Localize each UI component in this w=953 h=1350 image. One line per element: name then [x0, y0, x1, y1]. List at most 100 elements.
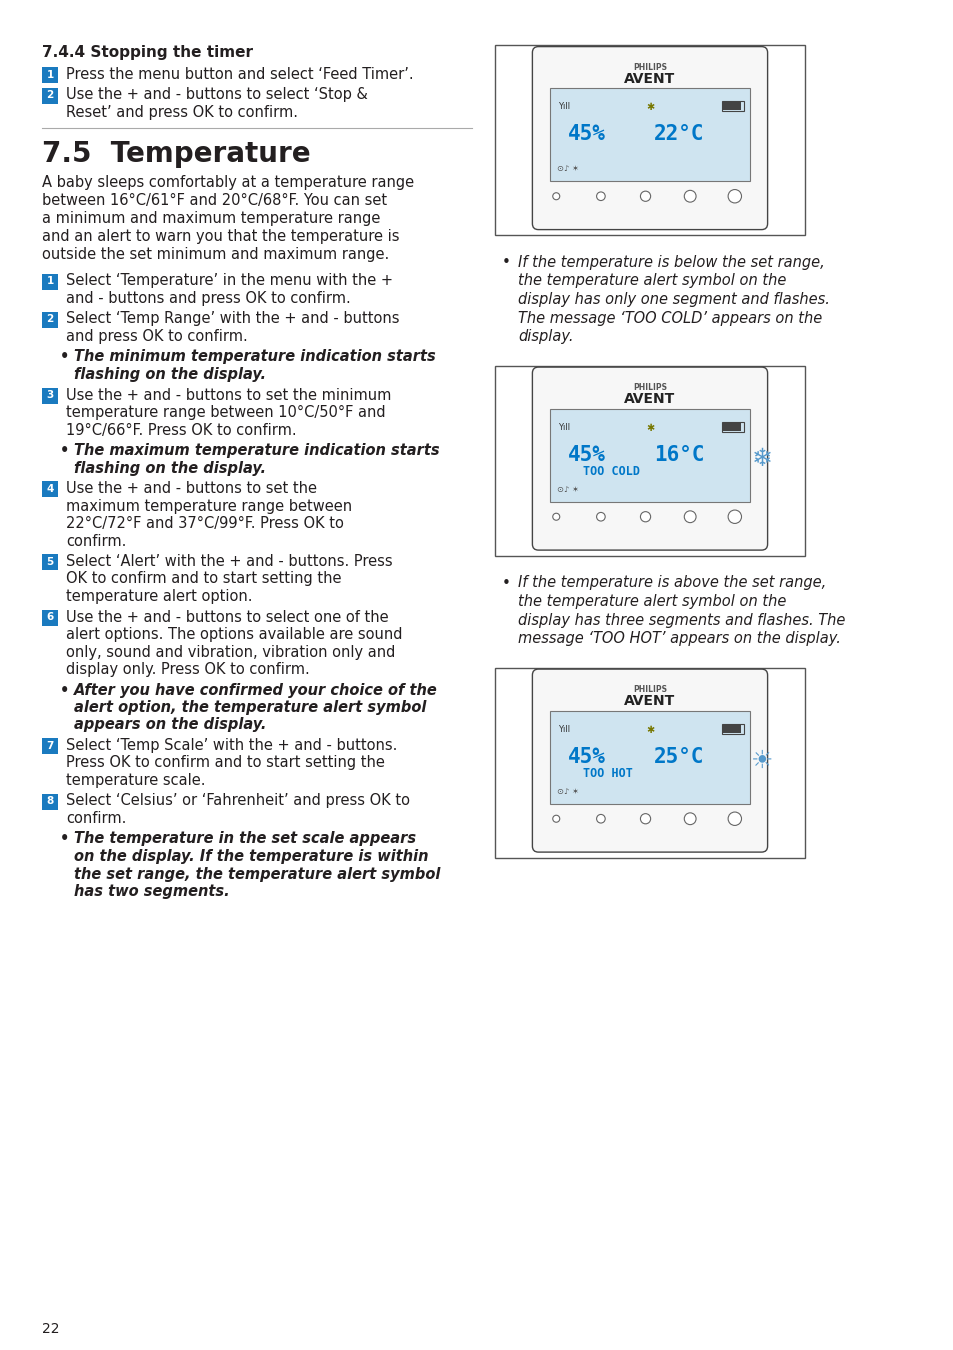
- Text: The temperature in the set scale appears: The temperature in the set scale appears: [74, 832, 416, 846]
- Text: ⊙♪ ✶: ⊙♪ ✶: [557, 787, 578, 796]
- Text: flashing on the display.: flashing on the display.: [74, 460, 266, 475]
- FancyBboxPatch shape: [549, 710, 749, 803]
- Text: between 16°C/61°F and 20°C/68°F. You can set: between 16°C/61°F and 20°C/68°F. You can…: [42, 193, 387, 208]
- Text: Use the + and - buttons to set the: Use the + and - buttons to set the: [66, 481, 316, 495]
- Text: •: •: [501, 255, 511, 270]
- Text: alert option, the temperature alert symbol: alert option, the temperature alert symb…: [74, 701, 426, 716]
- Text: outside the set minimum and maximum range.: outside the set minimum and maximum rang…: [42, 247, 389, 262]
- Bar: [42, 794, 58, 810]
- Text: 3: 3: [47, 390, 53, 401]
- Text: display has only one segment and flashes.: display has only one segment and flashes…: [517, 292, 829, 306]
- Text: 1: 1: [47, 70, 53, 80]
- Text: After you have confirmed your choice of the: After you have confirmed your choice of …: [74, 683, 437, 698]
- Text: display has three segments and flashes. The: display has three segments and flashes. …: [517, 613, 844, 628]
- Bar: [42, 481, 58, 497]
- Text: •: •: [60, 443, 70, 458]
- Text: •: •: [60, 683, 70, 698]
- Text: If the temperature is below the set range,: If the temperature is below the set rang…: [517, 255, 824, 270]
- Circle shape: [552, 193, 559, 200]
- Text: appears on the display.: appears on the display.: [74, 717, 266, 733]
- Text: TOO HOT: TOO HOT: [582, 767, 633, 779]
- Text: display only. Press OK to confirm.: display only. Press OK to confirm.: [66, 662, 310, 676]
- Text: PHILIPS: PHILIPS: [633, 62, 666, 72]
- Text: the temperature alert symbol on the: the temperature alert symbol on the: [517, 274, 785, 289]
- Text: temperature scale.: temperature scale.: [66, 774, 205, 788]
- Text: 22°C/72°F and 37°C/99°F. Press OK to: 22°C/72°F and 37°C/99°F. Press OK to: [66, 516, 343, 531]
- Text: confirm.: confirm.: [66, 811, 126, 826]
- Bar: [722, 423, 740, 431]
- Text: 25°C: 25°C: [653, 747, 703, 767]
- Text: temperature alert option.: temperature alert option.: [66, 589, 253, 603]
- Bar: [42, 609, 58, 625]
- FancyBboxPatch shape: [532, 670, 767, 852]
- Text: maximum temperature range between: maximum temperature range between: [66, 498, 352, 513]
- Text: PHILIPS: PHILIPS: [633, 383, 666, 392]
- Bar: [42, 68, 58, 82]
- Text: •: •: [60, 832, 70, 846]
- Bar: [722, 725, 740, 733]
- Circle shape: [727, 813, 740, 825]
- Text: Use the + and - buttons to select ‘Stop &: Use the + and - buttons to select ‘Stop …: [66, 88, 368, 103]
- Text: the temperature alert symbol on the: the temperature alert symbol on the: [517, 594, 785, 609]
- Text: ⊙♪ ✶: ⊙♪ ✶: [557, 486, 578, 494]
- Bar: [42, 88, 58, 104]
- Text: Press OK to confirm and to start setting the: Press OK to confirm and to start setting…: [66, 756, 384, 771]
- Text: Use the + and - buttons to select one of the: Use the + and - buttons to select one of…: [66, 609, 388, 625]
- Text: PHILIPS: PHILIPS: [633, 684, 666, 694]
- Text: OK to confirm and to start setting the: OK to confirm and to start setting the: [66, 571, 341, 586]
- Circle shape: [596, 192, 604, 201]
- Text: 19°C/66°F. Press OK to confirm.: 19°C/66°F. Press OK to confirm.: [66, 423, 296, 437]
- Bar: [495, 667, 804, 857]
- Circle shape: [727, 510, 740, 524]
- Text: Select ‘Temp Range’ with the + and - buttons: Select ‘Temp Range’ with the + and - but…: [66, 312, 399, 327]
- Bar: [42, 274, 58, 289]
- Text: alert options. The options available are sound: alert options. The options available are…: [66, 626, 402, 643]
- Text: 2: 2: [47, 315, 53, 324]
- Text: Select ‘Alert’ with the + and - buttons. Press: Select ‘Alert’ with the + and - buttons.…: [66, 554, 393, 568]
- Text: Select ‘Celsius’ or ‘Fahrenheit’ and press OK to: Select ‘Celsius’ or ‘Fahrenheit’ and pre…: [66, 794, 410, 809]
- Bar: [42, 738, 58, 755]
- Text: display.: display.: [517, 329, 573, 344]
- Circle shape: [639, 512, 650, 522]
- Circle shape: [596, 814, 604, 824]
- Text: and - buttons and press OK to confirm.: and - buttons and press OK to confirm.: [66, 292, 351, 306]
- Bar: [721, 724, 743, 733]
- Text: The minimum temperature indication starts: The minimum temperature indication start…: [74, 350, 436, 365]
- Bar: [722, 103, 740, 111]
- Text: 22: 22: [42, 1322, 59, 1336]
- Bar: [42, 312, 58, 328]
- Text: Yıll: Yıll: [558, 103, 569, 111]
- Text: A baby sleeps comfortably at a temperature range: A baby sleeps comfortably at a temperatu…: [42, 176, 414, 190]
- Text: 7: 7: [47, 741, 53, 751]
- Text: •: •: [501, 575, 511, 590]
- Text: only, sound and vibration, vibration only and: only, sound and vibration, vibration onl…: [66, 644, 395, 660]
- FancyBboxPatch shape: [532, 367, 767, 549]
- Text: confirm.: confirm.: [66, 533, 126, 548]
- Text: flashing on the display.: flashing on the display.: [74, 367, 266, 382]
- Text: AVENT: AVENT: [623, 392, 675, 406]
- Text: 8: 8: [47, 796, 53, 806]
- Circle shape: [683, 813, 696, 825]
- Text: a minimum and maximum temperature range: a minimum and maximum temperature range: [42, 212, 380, 227]
- Text: 22°C: 22°C: [653, 124, 703, 144]
- Text: Select ‘Temp Scale’ with the + and - buttons.: Select ‘Temp Scale’ with the + and - but…: [66, 738, 397, 753]
- Text: 2: 2: [47, 90, 53, 100]
- Bar: [721, 101, 743, 111]
- Text: The maximum temperature indication starts: The maximum temperature indication start…: [74, 443, 439, 458]
- Text: ✱: ✱: [645, 725, 654, 734]
- FancyBboxPatch shape: [532, 47, 767, 230]
- Text: TOO COLD: TOO COLD: [582, 464, 639, 478]
- Text: 45%: 45%: [567, 124, 605, 144]
- Text: ⊙♪ ✶: ⊙♪ ✶: [557, 165, 578, 174]
- Text: and an alert to warn you that the temperature is: and an alert to warn you that the temper…: [42, 230, 399, 244]
- FancyBboxPatch shape: [549, 409, 749, 502]
- Text: Use the + and - buttons to set the minimum: Use the + and - buttons to set the minim…: [66, 387, 391, 402]
- Text: temperature range between 10°C/50°F and: temperature range between 10°C/50°F and: [66, 405, 385, 420]
- Text: 16°C: 16°C: [653, 444, 703, 464]
- Text: 7.4.4 Stopping the timer: 7.4.4 Stopping the timer: [42, 45, 253, 59]
- Text: and press OK to confirm.: and press OK to confirm.: [66, 329, 248, 344]
- Bar: [42, 387, 58, 404]
- Text: 1: 1: [47, 277, 53, 286]
- Circle shape: [727, 189, 740, 202]
- Text: Yıll: Yıll: [558, 423, 569, 432]
